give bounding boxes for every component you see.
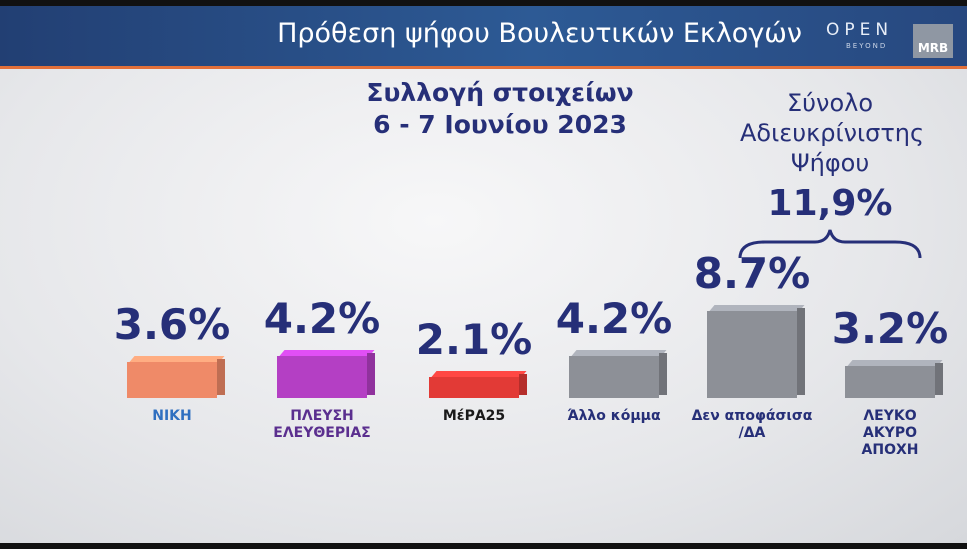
brand-logo: MRB [913,24,953,58]
value-label: 3.6% [113,300,231,349]
value-label: 4.2% [263,294,381,343]
bar [277,356,367,398]
category-label: ΠΛΕΥΣΗ ΕΛΕΥΘΕΡΙΑΣ [273,408,371,441]
subtitle: 6 - 7 Ιουνίου 2023 [373,110,627,139]
value-label: 2.1% [415,315,533,364]
value-label: 3.2% [831,304,949,353]
bar [429,377,519,398]
category-label: ΜέΡΑ25 [442,408,506,424]
bar [569,356,659,398]
title: Πρόθεση ψήφου Βουλευτικών Εκλογών [277,18,802,49]
bar [707,311,797,398]
brace [738,229,922,259]
category-label: ΝΙΚΗ [152,408,192,424]
value-label: 4.2% [555,294,673,343]
value-label: 8.7% [693,249,811,298]
category-label: ΛΕΥΚΟ ΑΚΥΡΟ ΑΠΟΧΗ [861,408,919,458]
annotation: Σύνολο Αδιευκρίνιστης Ψήφου [740,89,925,177]
bar [127,362,217,398]
subtitle: Συλλογή στοιχείων [366,78,634,107]
screen: Πρόθεση ψήφου Βουλευτικών Εκλογών OPEN B… [0,6,967,543]
category-label: Δεν αποφάσισα /ΔΑ [691,408,813,441]
annotation-value: 11,9% [767,183,893,224]
category-label: Άλλο κόμμα [567,408,661,424]
brand-tagline: BEYOND [846,42,888,50]
brand-logo: OPEN [826,20,894,40]
bar [845,366,935,398]
header: Πρόθεση ψήφου Βουλευτικών Εκλογών OPEN B… [0,6,967,69]
